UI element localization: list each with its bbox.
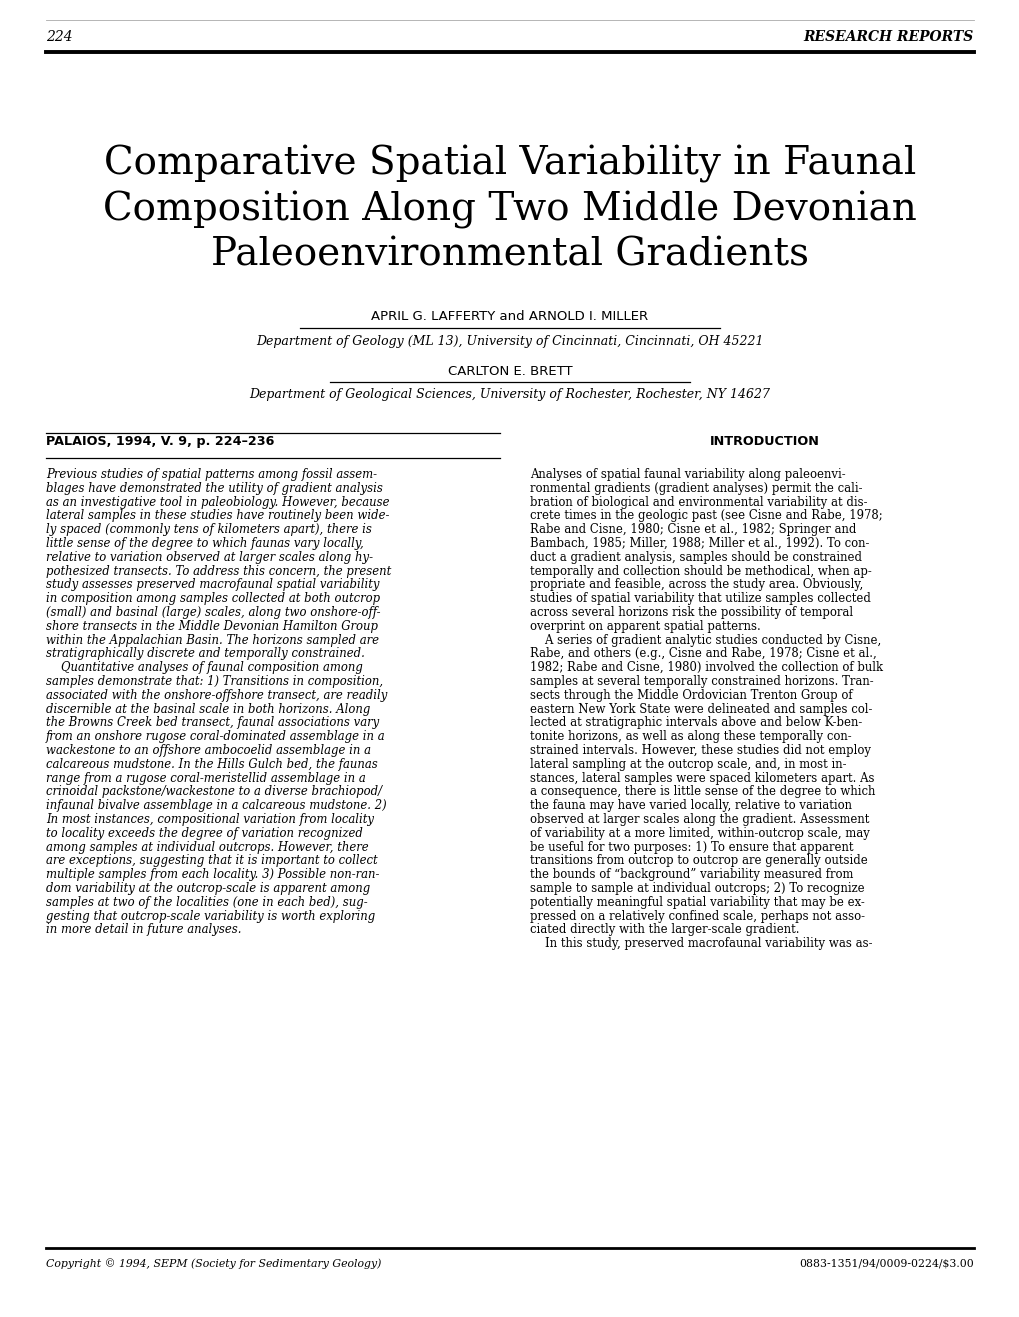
Text: wackestone to an offshore ambocoelid assemblage in a: wackestone to an offshore ambocoelid ass…	[46, 744, 371, 757]
Text: In this study, preserved macrofaunal variability was as-: In this study, preserved macrofaunal var…	[530, 938, 871, 950]
Text: duct a gradient analysis, samples should be constrained: duct a gradient analysis, samples should…	[530, 551, 861, 564]
Text: pressed on a relatively confined scale, perhaps not asso-: pressed on a relatively confined scale, …	[530, 910, 864, 923]
Text: blages have demonstrated the utility of gradient analysis: blages have demonstrated the utility of …	[46, 482, 382, 495]
Text: in more detail in future analyses.: in more detail in future analyses.	[46, 923, 242, 936]
Text: Previous studies of spatial patterns among fossil assem-: Previous studies of spatial patterns amo…	[46, 468, 377, 481]
Text: 1982; Rabe and Cisne, 1980) involved the collection of bulk: 1982; Rabe and Cisne, 1980) involved the…	[530, 661, 882, 674]
Text: ly spaced (commonly tens of kilometers apart), there is: ly spaced (commonly tens of kilometers a…	[46, 523, 372, 536]
Text: CARLTON E. BRETT: CARLTON E. BRETT	[447, 365, 572, 378]
Text: associated with the onshore-offshore transect, are readily: associated with the onshore-offshore tra…	[46, 689, 387, 702]
Text: Analyses of spatial faunal variability along paleoenvi-: Analyses of spatial faunal variability a…	[530, 468, 845, 481]
Text: in composition among samples collected at both outcrop: in composition among samples collected a…	[46, 593, 380, 606]
Text: across several horizons risk the possibility of temporal: across several horizons risk the possibi…	[530, 606, 852, 619]
Text: the fauna may have varied locally, relative to variation: the fauna may have varied locally, relat…	[530, 799, 851, 813]
Text: RESEARCH REPORTS: RESEARCH REPORTS	[803, 30, 973, 43]
Text: relative to variation observed at larger scales along hy-: relative to variation observed at larger…	[46, 551, 373, 564]
Text: multiple samples from each locality. 3) Possible non-ran-: multiple samples from each locality. 3) …	[46, 868, 379, 881]
Text: tonite horizons, as well as along these temporally con-: tonite horizons, as well as along these …	[530, 730, 851, 743]
Text: gesting that outcrop-scale variability is worth exploring: gesting that outcrop-scale variability i…	[46, 910, 375, 923]
Text: In most instances, compositional variation from locality: In most instances, compositional variati…	[46, 813, 374, 826]
Text: lateral sampling at the outcrop scale, and, in most in-: lateral sampling at the outcrop scale, a…	[530, 757, 846, 770]
Text: are exceptions, suggesting that it is important to collect: are exceptions, suggesting that it is im…	[46, 855, 377, 868]
Text: overprint on apparent spatial patterns.: overprint on apparent spatial patterns.	[530, 620, 760, 632]
Text: discernible at the basinal scale in both horizons. Along: discernible at the basinal scale in both…	[46, 702, 370, 715]
Text: shore transects in the Middle Devonian Hamilton Group: shore transects in the Middle Devonian H…	[46, 620, 378, 632]
Text: 0883-1351/94/0009-0224/$3.00: 0883-1351/94/0009-0224/$3.00	[799, 1258, 973, 1268]
Text: of variability at a more limited, within-outcrop scale, may: of variability at a more limited, within…	[530, 827, 869, 840]
Text: observed at larger scales along the gradient. Assessment: observed at larger scales along the grad…	[530, 813, 868, 826]
Text: A series of gradient analytic studies conducted by Cisne,: A series of gradient analytic studies co…	[530, 633, 880, 647]
Text: sects through the Middle Ordovician Trenton Group of: sects through the Middle Ordovician Tren…	[530, 689, 852, 702]
Text: infaunal bivalve assemblage in a calcareous mudstone. 2): infaunal bivalve assemblage in a calcare…	[46, 799, 386, 813]
Text: propriate and feasible, across the study area. Obviously,: propriate and feasible, across the study…	[530, 578, 862, 591]
Text: strained intervals. However, these studies did not employ: strained intervals. However, these studi…	[530, 744, 870, 757]
Text: little sense of the degree to which faunas vary locally,: little sense of the degree to which faun…	[46, 537, 364, 551]
Text: bration of biological and environmental variability at dis-: bration of biological and environmental …	[530, 495, 866, 508]
Text: range from a rugose coral-meristellid assemblage in a: range from a rugose coral-meristellid as…	[46, 772, 366, 785]
Text: pothesized transects. To address this concern, the present: pothesized transects. To address this co…	[46, 565, 391, 578]
Text: crinoidal packstone/wackestone to a diverse brachiopod/: crinoidal packstone/wackestone to a dive…	[46, 785, 382, 798]
Text: Comparative Spatial Variability in Faunal: Comparative Spatial Variability in Fauna…	[104, 145, 915, 183]
Text: study assesses preserved macrofaunal spatial variability: study assesses preserved macrofaunal spa…	[46, 578, 379, 591]
Text: sample to sample at individual outcrops; 2) To recognize: sample to sample at individual outcrops;…	[530, 882, 864, 896]
Text: eastern New York State were delineated and samples col-: eastern New York State were delineated a…	[530, 702, 871, 715]
Text: crete times in the geologic past (see Cisne and Rabe, 1978;: crete times in the geologic past (see Ci…	[530, 510, 881, 523]
Text: Quantitative analyses of faunal composition among: Quantitative analyses of faunal composit…	[46, 661, 363, 674]
Text: INTRODUCTION: INTRODUCTION	[709, 435, 819, 448]
Text: lateral samples in these studies have routinely been wide-: lateral samples in these studies have ro…	[46, 510, 389, 523]
Text: Composition Along Two Middle Devonian: Composition Along Two Middle Devonian	[103, 191, 916, 229]
Text: samples demonstrate that: 1) Transitions in composition,: samples demonstrate that: 1) Transitions…	[46, 676, 383, 687]
Text: stratigraphically discrete and temporally constrained.: stratigraphically discrete and temporall…	[46, 648, 365, 660]
Text: ciated directly with the larger-scale gradient.: ciated directly with the larger-scale gr…	[530, 923, 799, 936]
Text: as an investigative tool in paleobiology. However, because: as an investigative tool in paleobiology…	[46, 495, 389, 508]
Text: samples at several temporally constrained horizons. Tran-: samples at several temporally constraine…	[530, 676, 872, 687]
Text: a consequence, there is little sense of the degree to which: a consequence, there is little sense of …	[530, 785, 874, 798]
Text: dom variability at the outcrop-scale is apparent among: dom variability at the outcrop-scale is …	[46, 882, 370, 896]
Text: Rabe, and others (e.g., Cisne and Rabe, 1978; Cisne et al.,: Rabe, and others (e.g., Cisne and Rabe, …	[530, 648, 876, 660]
Text: studies of spatial variability that utilize samples collected: studies of spatial variability that util…	[530, 593, 870, 606]
Text: lected at stratigraphic intervals above and below K-ben-: lected at stratigraphic intervals above …	[530, 716, 861, 730]
Text: the bounds of “background” variability measured from: the bounds of “background” variability m…	[530, 868, 853, 881]
Text: Copyright © 1994, SEPM (Society for Sedimentary Geology): Copyright © 1994, SEPM (Society for Sedi…	[46, 1258, 381, 1268]
Text: APRIL G. LAFFERTY and ARNOLD I. MILLER: APRIL G. LAFFERTY and ARNOLD I. MILLER	[371, 309, 648, 323]
Text: PALAIOS, 1994, V. 9, p. 224–236: PALAIOS, 1994, V. 9, p. 224–236	[46, 435, 274, 448]
Text: ronmental gradients (gradient analyses) permit the cali-: ronmental gradients (gradient analyses) …	[530, 482, 862, 495]
Text: from an onshore rugose coral-dominated assemblage in a: from an onshore rugose coral-dominated a…	[46, 730, 385, 743]
Text: within the Appalachian Basin. The horizons sampled are: within the Appalachian Basin. The horizo…	[46, 633, 379, 647]
Text: Department of Geology (ML 13), University of Cincinnati, Cincinnati, OH 45221: Department of Geology (ML 13), Universit…	[256, 335, 763, 348]
Text: among samples at individual outcrops. However, there: among samples at individual outcrops. Ho…	[46, 840, 368, 853]
Text: temporally and collection should be methodical, when ap-: temporally and collection should be meth…	[530, 565, 871, 578]
Text: Department of Geological Sciences, University of Rochester, Rochester, NY 14627: Department of Geological Sciences, Unive…	[250, 389, 769, 400]
Text: stances, lateral samples were spaced kilometers apart. As: stances, lateral samples were spaced kil…	[530, 772, 873, 785]
Text: transitions from outcrop to outcrop are generally outside: transitions from outcrop to outcrop are …	[530, 855, 867, 868]
Text: samples at two of the localities (one in each bed), sug-: samples at two of the localities (one in…	[46, 896, 367, 909]
Text: to locality exceeds the degree of variation recognized: to locality exceeds the degree of variat…	[46, 827, 363, 840]
Text: the Browns Creek bed transect, faunal associations vary: the Browns Creek bed transect, faunal as…	[46, 716, 379, 730]
Text: calcareous mudstone. In the Hills Gulch bed, the faunas: calcareous mudstone. In the Hills Gulch …	[46, 757, 377, 770]
Text: (small) and basinal (large) scales, along two onshore-off-: (small) and basinal (large) scales, alon…	[46, 606, 380, 619]
Text: Paleoenvironmental Gradients: Paleoenvironmental Gradients	[211, 237, 808, 274]
Text: potentially meaningful spatial variability that may be ex-: potentially meaningful spatial variabili…	[530, 896, 864, 909]
Text: Rabe and Cisne, 1980; Cisne et al., 1982; Springer and: Rabe and Cisne, 1980; Cisne et al., 1982…	[530, 523, 856, 536]
Text: be useful for two purposes: 1) To ensure that apparent: be useful for two purposes: 1) To ensure…	[530, 840, 853, 853]
Text: Bambach, 1985; Miller, 1988; Miller et al., 1992). To con-: Bambach, 1985; Miller, 1988; Miller et a…	[530, 537, 868, 551]
Text: 224: 224	[46, 30, 72, 43]
